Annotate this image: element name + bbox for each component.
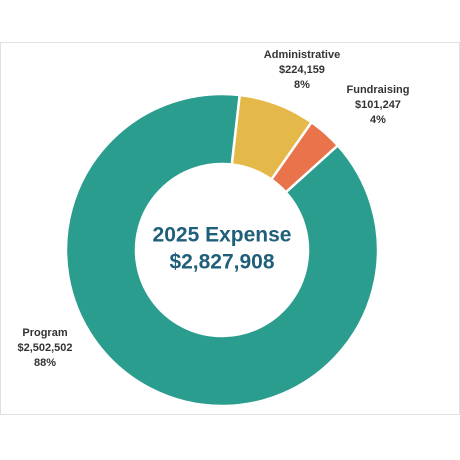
- slice: [64, 92, 380, 408]
- percent-label: 88%: [34, 357, 56, 369]
- value-label: $224,159: [279, 64, 325, 76]
- category-label: Fundraising: [347, 84, 410, 96]
- percent-label: 8%: [294, 79, 310, 91]
- value-label: $2,502,502: [17, 342, 72, 354]
- chart-title: 2025 Expense: [153, 224, 292, 247]
- category-label: Program: [22, 327, 67, 339]
- total-label: $2,827,908: [169, 251, 274, 274]
- percent-label: 4%: [370, 114, 386, 126]
- category-label: Administrative: [264, 49, 340, 61]
- value-label: $101,247: [355, 99, 401, 111]
- donut: [64, 92, 380, 408]
